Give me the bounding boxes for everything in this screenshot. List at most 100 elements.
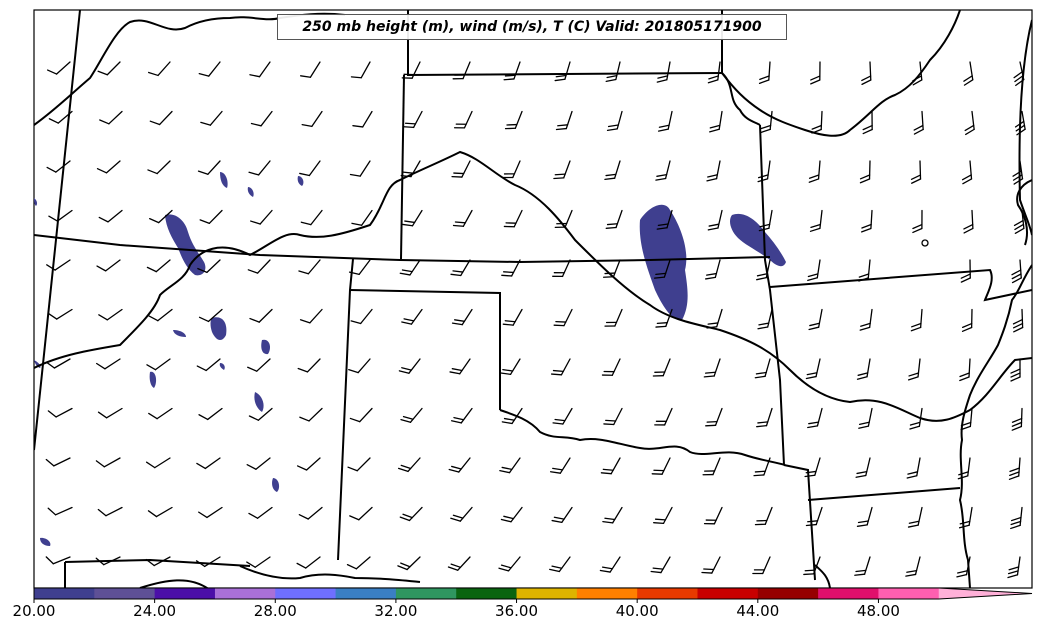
colorbar-tick-label: 40.00 [615, 602, 659, 620]
wind-barb [858, 259, 871, 282]
colorbar-bin [818, 588, 879, 599]
wind-barb [1010, 506, 1023, 530]
wind-barb [397, 457, 421, 473]
wind-barb [803, 556, 821, 576]
wind-barb [702, 457, 721, 476]
wind-barb [553, 160, 571, 180]
wind-barb [555, 110, 573, 131]
temperature-shade-13 [40, 537, 51, 546]
wind-barb [300, 209, 323, 226]
wind-barb [753, 457, 771, 477]
wind-barb [147, 506, 173, 518]
map-frame [33, 9, 1033, 589]
wind-barb [653, 259, 671, 279]
temperature-shade-3 [210, 317, 227, 341]
wind-barb [96, 358, 121, 370]
colorbar-tick-label: 44.00 [736, 602, 780, 620]
wind-barb [655, 160, 671, 181]
wind-barb [958, 506, 973, 529]
wind-barb [46, 160, 71, 173]
wind-barb [757, 160, 771, 183]
border-colorado-east [400, 74, 405, 260]
river-south [139, 565, 421, 588]
wind-barb [960, 259, 971, 283]
wind-barb [350, 61, 371, 79]
wind-barb [1011, 259, 1022, 284]
wind-barb [600, 457, 621, 475]
wind-barb [704, 259, 721, 280]
wind-barb [453, 110, 473, 129]
wind-barb [754, 506, 773, 526]
wind-barb [149, 110, 173, 126]
colorbar-bin [697, 588, 759, 599]
wind-barb [1013, 61, 1025, 87]
wind-barb [198, 308, 223, 323]
colorbar-bin [395, 588, 457, 599]
colorbar-bin [34, 588, 95, 599]
wind-barb [198, 506, 223, 519]
colorbar-bin [516, 588, 578, 599]
wind-barb [910, 308, 923, 332]
wind-barb [963, 209, 974, 234]
wind-barb [964, 110, 975, 136]
wind-barb [856, 506, 873, 527]
colorbar-bin [456, 588, 518, 599]
wind-barb [707, 209, 723, 231]
wind-barb [400, 160, 421, 178]
wind-barb [854, 556, 871, 576]
temperature-shade-12 [219, 363, 225, 370]
wind-barb [959, 358, 971, 382]
wind-barb [250, 209, 273, 225]
wind-barb [48, 209, 73, 222]
wind-barb [401, 308, 423, 325]
wind-barb [652, 358, 671, 377]
wind-barb [248, 506, 273, 519]
wind-barb [655, 308, 673, 328]
colorbar-bin [878, 588, 940, 599]
wind-barb [756, 259, 771, 281]
wind-barb [248, 160, 271, 176]
wind-barb [47, 308, 73, 320]
wind-barb [248, 407, 273, 421]
wind-barb [602, 259, 621, 278]
river-east-wiggle [958, 264, 1032, 588]
wind-barb [198, 407, 223, 421]
wind-barb [957, 457, 971, 480]
wind-barb [348, 358, 371, 374]
wind-barb [1012, 308, 1024, 333]
border-missouri-river [721, 72, 761, 126]
wind-barb [452, 61, 471, 80]
wind-barb [403, 110, 423, 129]
wind-barb [650, 556, 671, 574]
wind-barb [706, 308, 723, 329]
wind-barb [96, 259, 121, 272]
border-colorado-west [34, 10, 81, 451]
wind-barb [97, 506, 123, 517]
wind-barb [197, 259, 221, 274]
wind-barb [856, 358, 871, 380]
wind-barb [858, 407, 873, 429]
wind-barb [448, 457, 471, 473]
wind-barb [296, 556, 321, 569]
colorbar-outline [33, 587, 1033, 600]
wind-barb [146, 358, 171, 371]
wind-barb [502, 160, 521, 179]
wind-barb [807, 259, 821, 282]
wind-barb [296, 457, 321, 471]
colorbar-bin [154, 588, 216, 599]
wind-barb [298, 506, 323, 520]
river-missouri [721, 10, 961, 137]
wind-barb [805, 506, 823, 527]
border-missouri-south [769, 268, 1032, 302]
wind-barb [705, 407, 723, 427]
wind-barb [347, 457, 371, 472]
wind-barb [606, 110, 623, 132]
wind-barb [97, 61, 121, 76]
wind-barb [859, 308, 873, 331]
wind-barb [1013, 209, 1025, 234]
wind-barb [551, 506, 573, 523]
wind-barb [450, 259, 471, 277]
wind-barb [651, 457, 671, 475]
wind-barb [197, 160, 221, 175]
wind-barb [503, 209, 523, 228]
